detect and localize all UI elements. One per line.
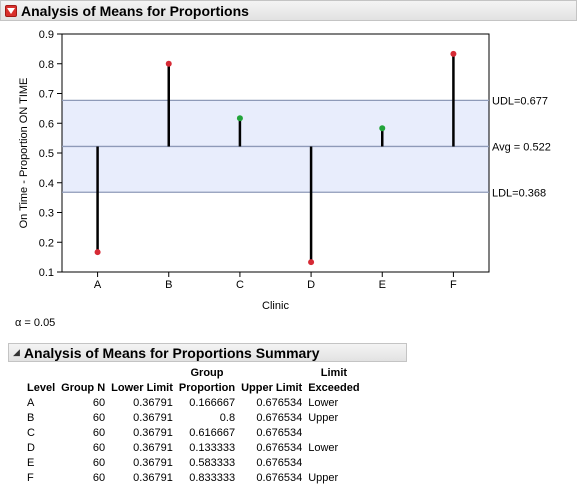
header-groupn: Group N [61, 382, 106, 394]
data-point [165, 60, 172, 67]
y-tick-label: 0.4 [39, 178, 54, 190]
y-axis-title: On Time - Proportion ON TIME [18, 78, 30, 229]
table-row: A 60 0.36791 0.166667 0.676534 Lower [24, 396, 363, 411]
red-triangle-menu-icon[interactable] [5, 4, 17, 17]
header-proportion-top: Group [190, 367, 224, 379]
header-lower-limit: Lower Limit [111, 382, 173, 394]
header-row-bottom: Level Group N Lower Limit Proportion Upp… [24, 381, 363, 396]
udl-label: UDL=0.677 [492, 95, 548, 107]
cell-upper-limit: 0.676534 [256, 427, 303, 439]
avg-label: Avg = 0.522 [492, 141, 551, 153]
alpha-label: α = 0.05 [15, 317, 56, 329]
header-groupn-top [58, 366, 108, 381]
cell-lower-limit: 0.36791 [133, 457, 173, 469]
table-row: B 60 0.36791 0.8 0.676534 Upper [24, 411, 363, 426]
x-tick-label: C [236, 279, 244, 291]
cell-limit-exceeded: Lower [308, 442, 339, 454]
cell-limit-exceeded [305, 456, 362, 471]
x-tick-label: F [450, 279, 457, 291]
cell-lower-limit: 0.36791 [133, 442, 173, 454]
cell-limit-exceeded: Upper [308, 472, 339, 484]
header-level: Level [27, 382, 56, 394]
header-limit-exceeded: Exceeded [308, 382, 360, 394]
cell-proportion: 0.833333 [189, 472, 236, 484]
cell-group-n: 60 [92, 412, 106, 424]
cell-group-n: 60 [92, 397, 106, 409]
table-row: D 60 0.36791 0.133333 0.676534 Lower [24, 441, 363, 456]
x-tick-label: D [307, 279, 315, 291]
header-row-top: Group Limit [24, 366, 363, 381]
data-point [450, 50, 457, 57]
cell-proportion: 0.616667 [189, 427, 236, 439]
cell-upper-limit: 0.676534 [256, 412, 303, 424]
cell-level: F [27, 472, 34, 484]
cell-lower-limit: 0.36791 [133, 412, 173, 424]
cell-upper-limit: 0.676534 [256, 457, 303, 469]
x-tick-label: E [379, 279, 386, 291]
main-outline-header[interactable]: Analysis of Means for Proportions [0, 0, 577, 21]
summary-title: Analysis of Means for Proportions Summar… [23, 344, 320, 361]
summary-outline-header[interactable]: ◢ Analysis of Means for Proportions Summ… [8, 343, 407, 362]
header-upper-limit: Upper Limit [241, 382, 303, 394]
header-lower-top [108, 366, 176, 381]
y-tick-label: 0.1 [39, 267, 54, 279]
cell-group-n: 60 [92, 427, 106, 439]
header-exceeded-top: Limit [320, 367, 348, 379]
y-tick-label: 0.3 [39, 208, 54, 220]
cell-level: A [27, 397, 35, 409]
cell-limit-exceeded: Upper [308, 412, 339, 424]
summary-table-body: A 60 0.36791 0.166667 0.676534 Lower B 6… [24, 396, 363, 486]
cell-lower-limit: 0.36791 [133, 397, 173, 409]
x-axis-title: Clinic [262, 300, 289, 312]
cell-group-n: 60 [92, 457, 106, 469]
y-tick-label: 0.2 [39, 237, 54, 249]
cell-level: B [27, 412, 35, 424]
cell-proportion: 0.583333 [189, 457, 236, 469]
header-proportion: Proportion [178, 382, 236, 394]
y-tick-label: 0.5 [39, 148, 54, 160]
data-point [236, 115, 243, 122]
anom-chart: UDL=0.677 Avg = 0.522 LDL=0.368 0.1 0.2 0.3 0.… [18, 29, 551, 312]
cell-level: E [27, 457, 35, 469]
cell-group-n: 60 [92, 442, 106, 454]
cell-lower-limit: 0.36791 [133, 427, 173, 439]
cell-proportion: 0.133333 [189, 442, 236, 454]
disclosure-triangle-icon[interactable]: ◢ [13, 347, 20, 357]
data-point [308, 259, 315, 266]
summary-table: Group Limit Level Group N Lower Limit Pr… [24, 366, 363, 486]
y-tick-label: 0.8 [39, 59, 54, 71]
summary-table-head: Group Limit Level Group N Lower Limit Pr… [24, 366, 363, 396]
cell-level: D [27, 442, 35, 454]
report-title: Analysis of Means for Proportions [21, 2, 249, 19]
cell-upper-limit: 0.676534 [256, 472, 303, 484]
data-point [379, 125, 386, 132]
header-upper-top [238, 366, 305, 381]
cell-proportion: 0.8 [219, 412, 236, 424]
table-row: E 60 0.36791 0.583333 0.676534 [24, 456, 363, 471]
cell-level: C [27, 427, 35, 439]
cell-limit-exceeded [305, 426, 362, 441]
cell-limit-exceeded: Lower [308, 397, 339, 409]
cell-group-n: 60 [92, 472, 106, 484]
ldl-label: LDL=0.368 [492, 187, 546, 199]
y-tick-label: 0.9 [39, 29, 54, 41]
table-row: C 60 0.36791 0.616667 0.676534 [24, 426, 363, 441]
header-level-top [24, 366, 58, 381]
cell-proportion: 0.166667 [189, 397, 236, 409]
data-point [94, 249, 101, 256]
cell-upper-limit: 0.676534 [256, 442, 303, 454]
y-tick-label: 0.7 [39, 89, 54, 101]
x-tick-label: B [165, 279, 172, 291]
table-row: F 60 0.36791 0.833333 0.676534 Upper [24, 471, 363, 486]
cell-lower-limit: 0.36791 [133, 472, 173, 484]
y-tick-label: 0.6 [39, 118, 54, 130]
cell-upper-limit: 0.676534 [256, 397, 303, 409]
x-tick-label: A [94, 279, 102, 291]
